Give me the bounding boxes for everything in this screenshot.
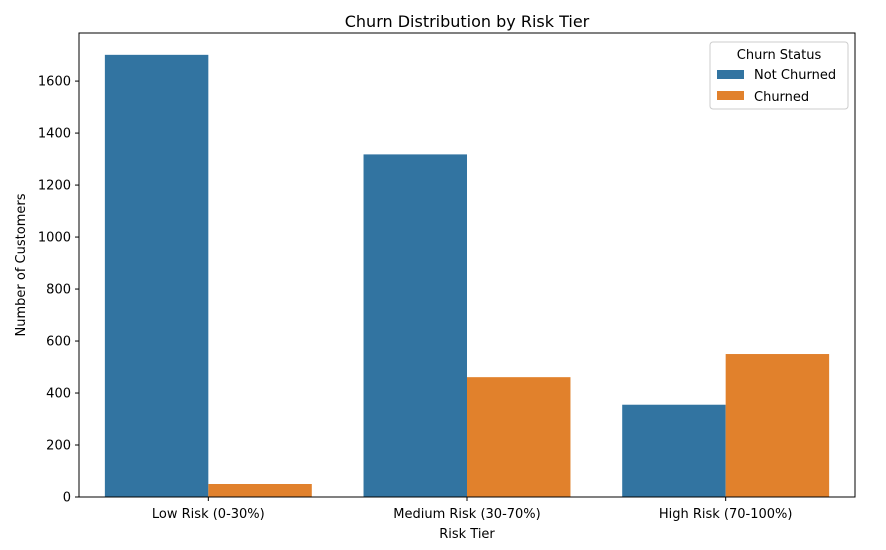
legend-swatch-not-churned xyxy=(717,70,744,79)
legend-title: Churn Status xyxy=(737,48,822,63)
bar-not-churned-1 xyxy=(363,154,467,497)
y-axis-label: Number of Customers xyxy=(14,193,29,336)
x-tick-label: High Risk (70-100%) xyxy=(659,507,793,522)
y-axis: 0 200 400 600 800 1000 1200 1400 1600 xyxy=(38,75,79,506)
legend-label-churned: Churned xyxy=(754,90,809,105)
y-tick-label: 200 xyxy=(46,439,71,454)
y-tick-label: 400 xyxy=(46,387,71,402)
bar-not-churned-2 xyxy=(622,404,726,497)
legend: Churn Status Not Churned Churned xyxy=(709,41,849,110)
bar-churned-1 xyxy=(467,377,571,497)
chart-title: Churn Distribution by Risk Tier xyxy=(345,12,590,31)
y-tick-label: 1200 xyxy=(38,179,71,194)
bars-group xyxy=(104,54,830,497)
y-tick-label: 600 xyxy=(46,335,71,350)
y-tick-label: 800 xyxy=(46,283,71,298)
y-tick-label: 1600 xyxy=(38,75,71,90)
legend-label-not-churned: Not Churned xyxy=(754,68,836,83)
bar-churned-2 xyxy=(725,354,830,497)
y-tick-label: 1400 xyxy=(38,127,71,142)
bar-churned-0 xyxy=(208,484,312,497)
x-axis-label: Risk Tier xyxy=(439,527,495,542)
legend-frame xyxy=(709,41,849,110)
x-axis: Low Risk (0-30%) Medium Risk (30-70%) High… xyxy=(152,497,793,522)
y-tick-label: 0 xyxy=(63,491,71,506)
bar-not-churned-0 xyxy=(104,54,209,497)
x-tick-label: Low Risk (0-30%) xyxy=(152,507,265,522)
plot-frame xyxy=(78,32,856,498)
x-tick-label: Medium Risk (30-70%) xyxy=(393,507,540,522)
legend-swatch-churned xyxy=(717,91,744,100)
y-tick-label: 1000 xyxy=(38,231,71,246)
